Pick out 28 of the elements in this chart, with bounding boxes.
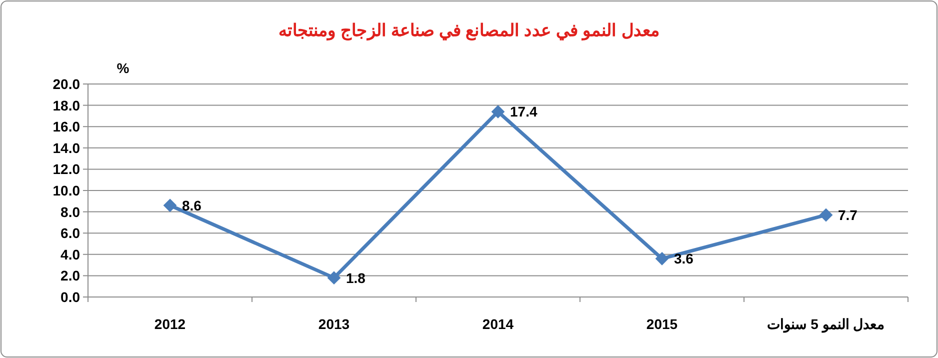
y-tick-label: 4.0 [60,246,80,262]
y-tick-label: 20.0 [52,76,80,92]
y-tick-label: 18.0 [52,97,80,114]
text: 7.7 [838,206,858,223]
point [820,208,832,222]
chart-title: معدل النمو في عدد المصانع في صناعة الزجاج ومنتجاته [278,21,660,41]
point [164,198,176,212]
x-tick-label: معدل النمو 5 سنوات [766,316,886,333]
y-tick-label: 14.0 [52,140,80,156]
y-tick-label: 6.0 [60,225,80,242]
point [328,271,340,284]
text: 8.6 [182,197,202,214]
y-tick-label: 16.0 [52,118,80,135]
point [656,252,668,266]
y-tick-label: 12.0 [52,161,80,178]
y-tick-label: 2.0 [60,268,80,284]
y-tick-label: 10.0 [52,182,80,198]
x-tick-label: 2013 [318,316,350,332]
y-tick-label: 8.0 [60,204,80,220]
text: 3.6 [674,250,694,267]
text: 1.8 [346,270,366,286]
x-tick-label: 2015 [646,316,678,332]
text: 17.4 [510,104,538,120]
y-tick-label: 0.0 [60,289,80,305]
point [492,105,504,118]
x-tick-label: 2014 [482,316,514,332]
y-axis-title: % [116,60,130,76]
x-tick-label: 2012 [154,316,186,332]
